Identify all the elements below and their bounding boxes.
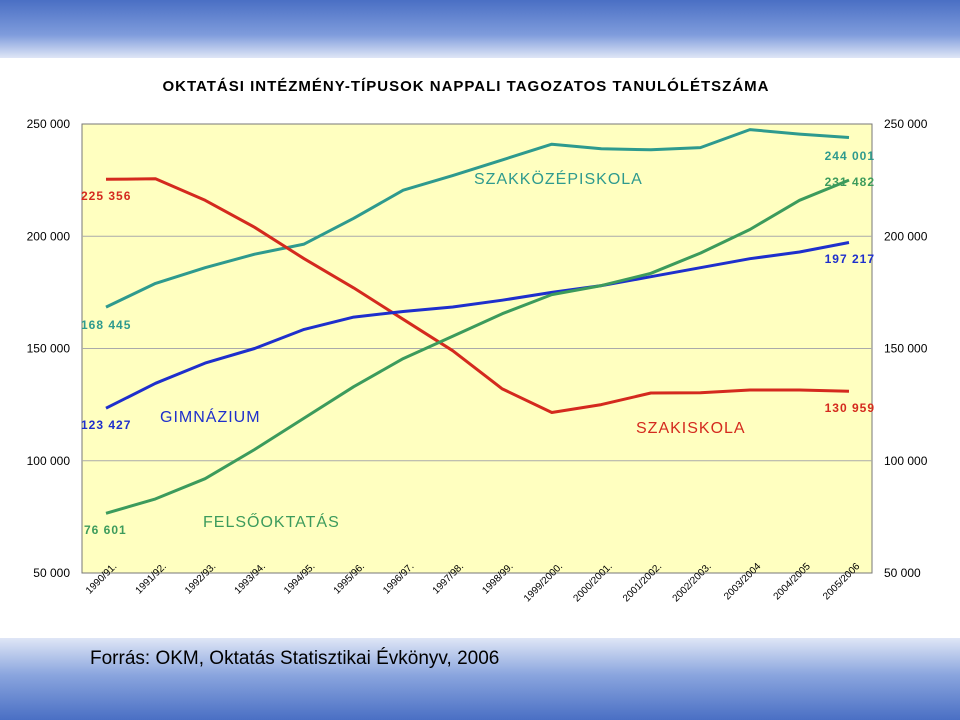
- y-tick-label-left: 50 000: [33, 566, 70, 580]
- y-tick-label-right: 200 000: [884, 229, 928, 243]
- y-tick-label-right: 150 000: [884, 342, 928, 356]
- data-label-start: 76 601: [84, 523, 127, 537]
- series-name-label: SZAKISKOLA: [636, 420, 746, 437]
- y-tick-label-left: 100 000: [27, 454, 71, 468]
- series-name-label: FELSŐOKTATÁS: [203, 512, 340, 531]
- top-decorative-band: [0, 0, 960, 58]
- series-line: [105, 241, 850, 410]
- bottom-decorative-band: [0, 638, 960, 720]
- data-label-end: 197 217: [825, 252, 875, 266]
- y-tick-label-right: 250 000: [884, 117, 928, 131]
- y-tick-label-left: 150 000: [27, 342, 71, 356]
- series-line: [105, 128, 850, 309]
- series-lines: [105, 128, 850, 515]
- y-tick-label-right: 100 000: [884, 454, 928, 468]
- series-line: [105, 177, 850, 414]
- series-line: [105, 178, 850, 515]
- y-tick-label-left: 200 000: [27, 229, 71, 243]
- data-labels: 225 356 168 445 123 427 76 601 244 001 231 48…: [81, 149, 875, 537]
- y-tick-label-left: 250 000: [27, 117, 71, 131]
- data-label-start: 123 427: [81, 418, 131, 432]
- data-label-end: 130 959: [825, 401, 875, 415]
- gridlines: [82, 235, 872, 462]
- data-label-start: 225 356: [81, 189, 131, 203]
- y-axis-left: 50 000 100 000 150 000 200 000 250 000: [27, 117, 71, 580]
- data-label-end: 231 482: [825, 175, 875, 189]
- data-label-start: 168 445: [81, 318, 131, 332]
- source-note: Forrás: OKM, Oktatás Statisztikai Évköny…: [90, 648, 500, 669]
- data-label-end: 244 001: [825, 149, 875, 163]
- series-name-label: SZAKKÖZÉPISKOLA: [474, 169, 643, 188]
- series-name-label: GIMNÁZIUM: [160, 407, 261, 426]
- y-axis-right: 50 000 100 000 150 000 200 000 250 000: [884, 117, 928, 580]
- y-tick-label-right: 50 000: [884, 566, 921, 580]
- chart-title: OKTATÁSI INTÉZMÉNY-TÍPUSOK NAPPALI TAGOZ…: [162, 77, 769, 95]
